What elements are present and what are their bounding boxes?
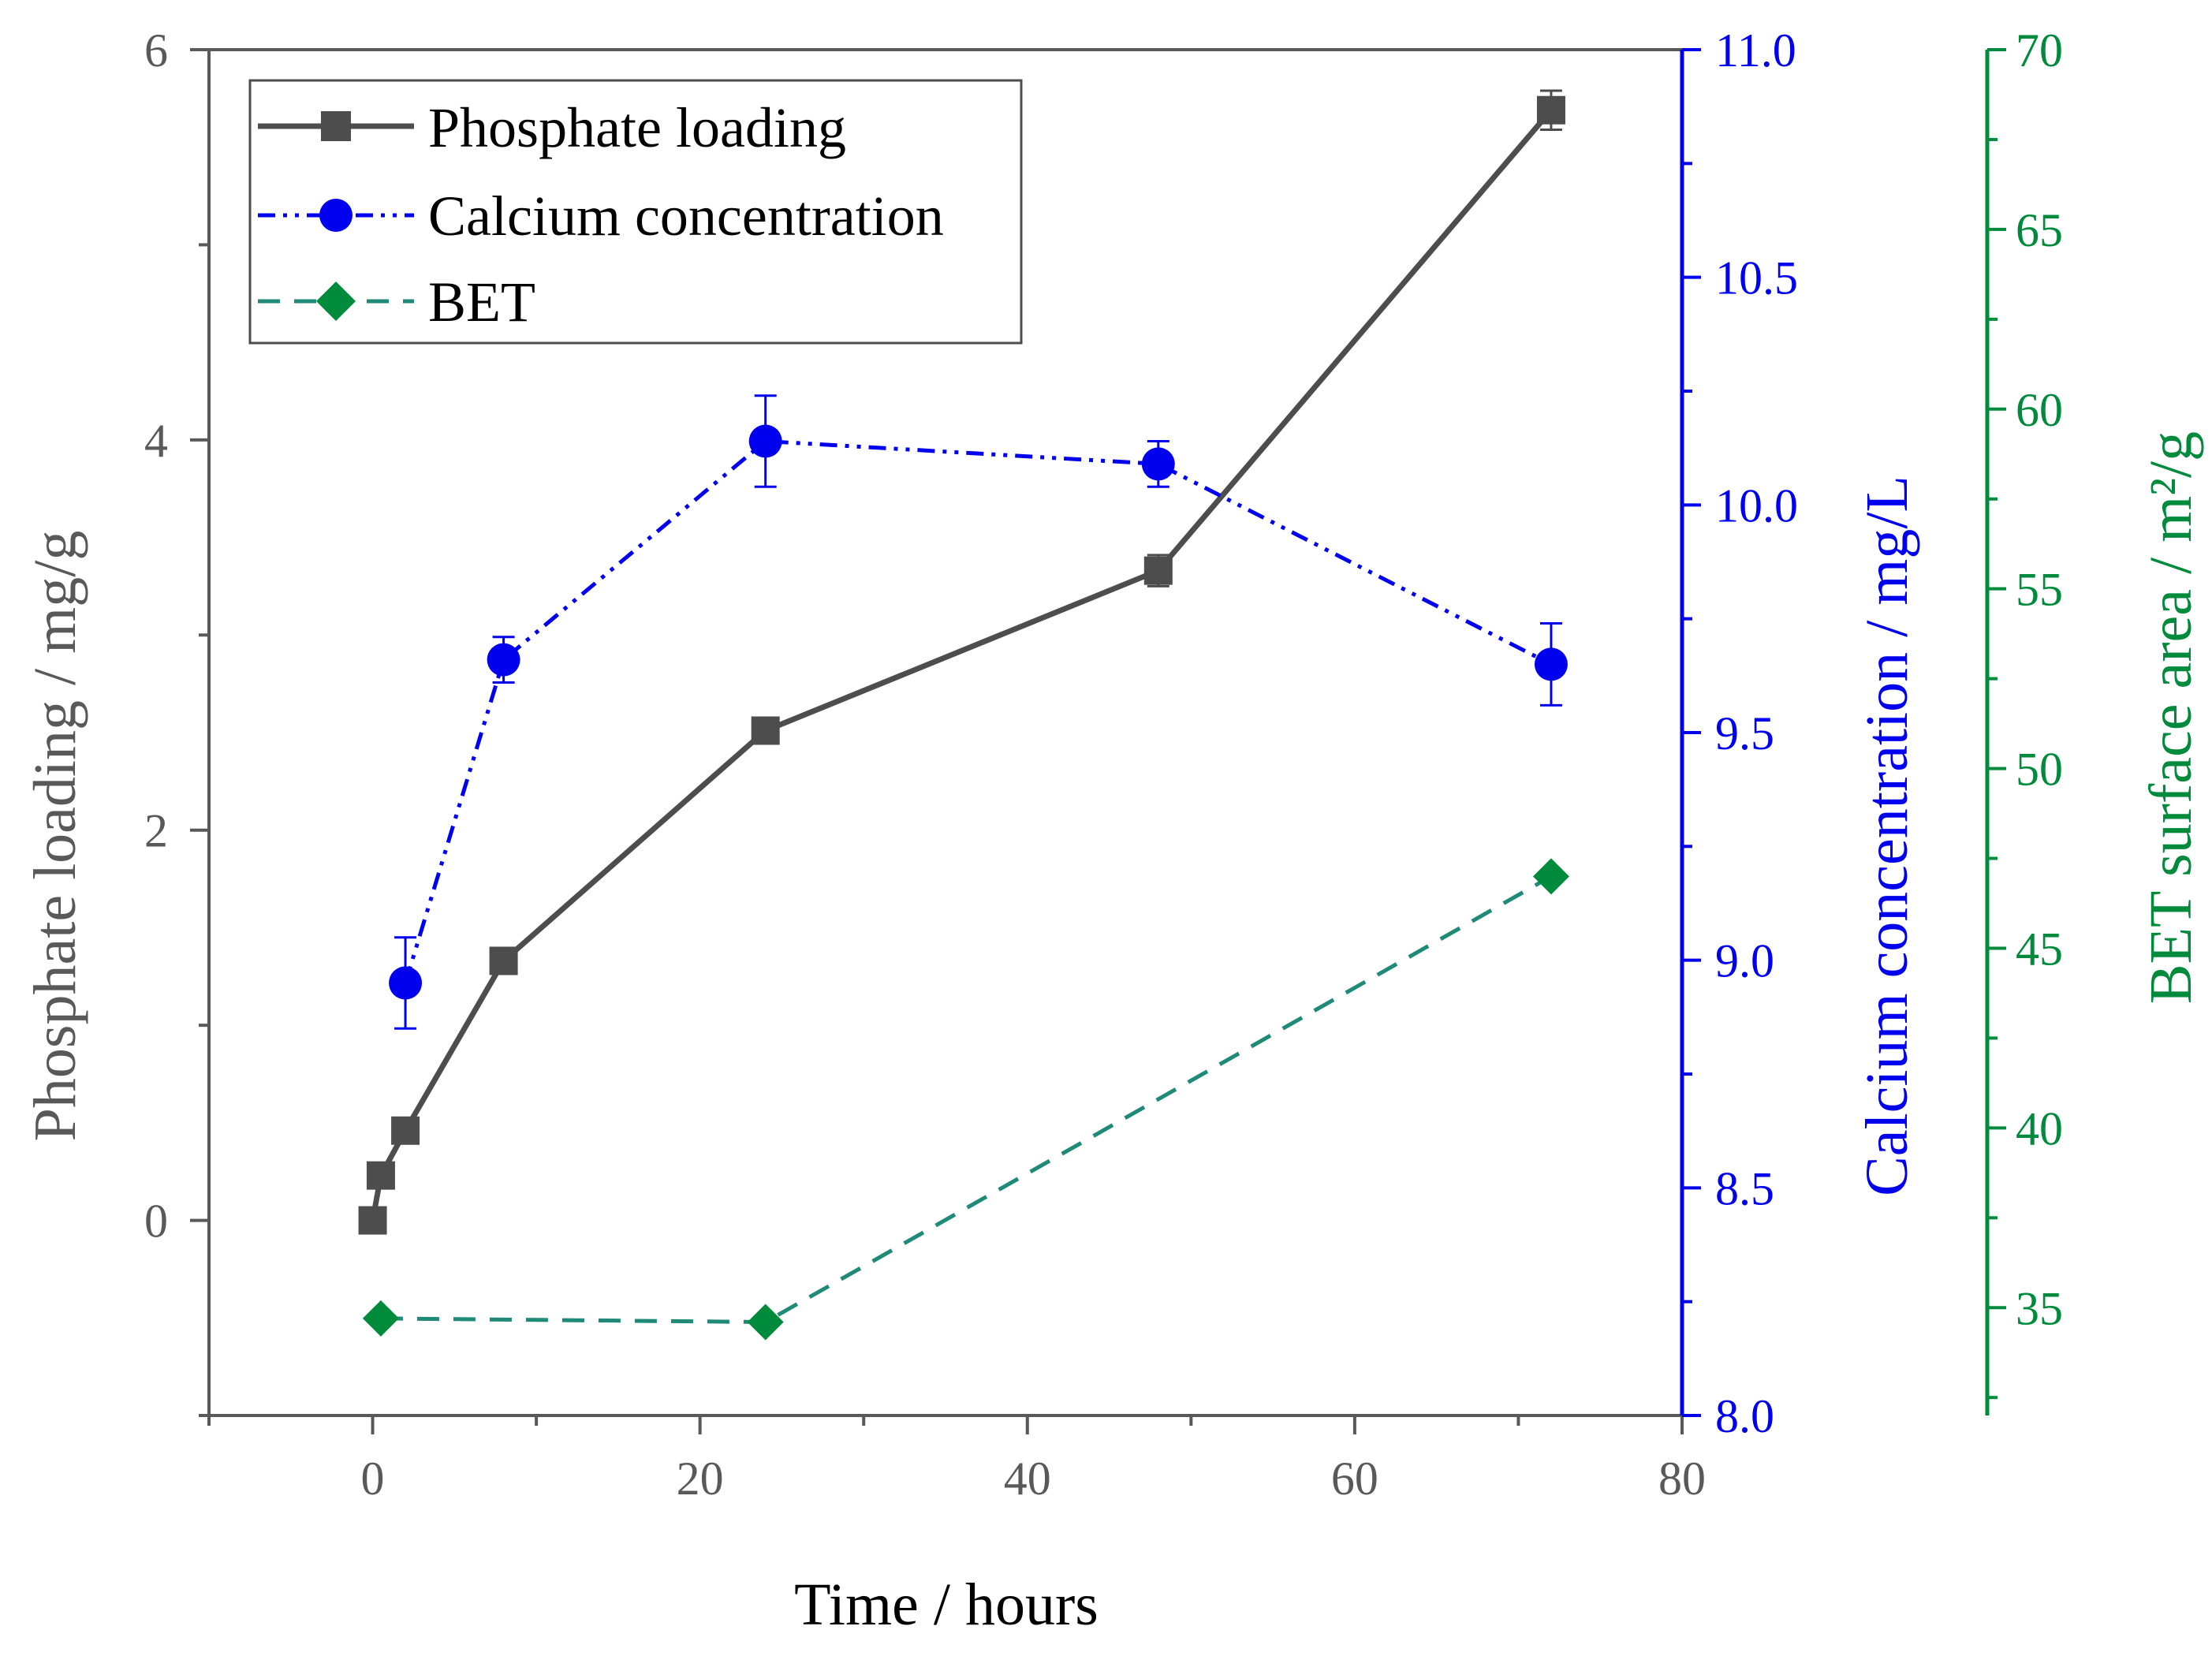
legend-label-phosphate: Phosphate loading bbox=[428, 96, 846, 159]
series-layer bbox=[358, 89, 1569, 1341]
legend-marker-bet bbox=[316, 282, 356, 321]
data-point-phosphate bbox=[1536, 95, 1565, 125]
data-point-calcium bbox=[1534, 647, 1568, 681]
bet-tick-label: 35 bbox=[2016, 1282, 2063, 1334]
calcium-tick-label: 8.0 bbox=[1715, 1390, 1774, 1442]
calcium-axis-title: Calcium concentration / mg/L bbox=[1854, 476, 1920, 1196]
data-point-calcium bbox=[1141, 447, 1175, 481]
calcium-tick-label: 9.0 bbox=[1715, 935, 1774, 987]
calcium-tick-label: 10.5 bbox=[1715, 252, 1798, 304]
data-point-phosphate bbox=[751, 716, 780, 745]
calcium-tick-label: 10.0 bbox=[1715, 479, 1798, 531]
data-point-bet bbox=[1532, 858, 1569, 895]
data-point-bet bbox=[362, 1300, 399, 1337]
data-point-calcium bbox=[487, 643, 520, 677]
calcium-axis: 8.0 8.5 9.0 9.5 10.0 10.5 11.0 bbox=[1680, 24, 1798, 1442]
x-tick-label: 80 bbox=[1658, 1453, 1706, 1505]
bet-tick-label: 45 bbox=[2016, 923, 2063, 975]
bet-tick-label: 40 bbox=[2016, 1102, 2063, 1154]
data-point-bet bbox=[747, 1304, 784, 1341]
calcium-tick-label: 8.5 bbox=[1715, 1162, 1774, 1214]
legend-marker-calcium bbox=[319, 199, 353, 232]
bet-axis-title: BET surface area / m²/g bbox=[2138, 431, 2204, 1004]
legend: Phosphate loading Calcium concentration … bbox=[248, 79, 1023, 345]
phosphate-tick-label: 0 bbox=[144, 1195, 168, 1248]
x-tick-label: 0 bbox=[361, 1453, 385, 1505]
legend-marker-phosphate bbox=[321, 111, 351, 141]
data-point-phosphate bbox=[489, 946, 518, 975]
bet-tick-label: 60 bbox=[2016, 384, 2063, 436]
bet-tick-label: 70 bbox=[2016, 24, 2063, 76]
x-tick-label: 20 bbox=[677, 1453, 724, 1505]
data-point-calcium bbox=[389, 966, 423, 1000]
bet-tick-label: 65 bbox=[2016, 204, 2063, 256]
phosphate-axis: 0 2 4 6 bbox=[144, 24, 209, 1417]
data-point-phosphate bbox=[358, 1206, 387, 1235]
phosphate-axis-title: Phosphate loading / mg/g bbox=[22, 531, 88, 1142]
x-tick-label: 40 bbox=[1004, 1453, 1051, 1505]
x-axis-title: Time / hours bbox=[794, 1572, 1099, 1638]
x-tick-label: 60 bbox=[1331, 1453, 1378, 1505]
data-point-phosphate bbox=[1143, 556, 1173, 585]
data-point-phosphate bbox=[366, 1161, 395, 1190]
bet-tick-label: 55 bbox=[2016, 564, 2063, 616]
x-axis: 0 20 40 60 80 bbox=[207, 1415, 1706, 1505]
data-point-calcium bbox=[748, 424, 782, 458]
bet-axis: 35 40 45 50 55 60 65 70 bbox=[1985, 24, 2063, 1415]
calcium-tick-label: 11.0 bbox=[1715, 24, 1796, 76]
data-point-phosphate bbox=[391, 1116, 420, 1145]
legend-label-bet: BET bbox=[428, 270, 535, 334]
phosphate-tick-label: 2 bbox=[144, 805, 168, 857]
phosphate-tick-label: 4 bbox=[144, 415, 168, 467]
legend-label-calcium: Calcium concentration bbox=[428, 185, 944, 248]
calcium-tick-label: 9.5 bbox=[1715, 707, 1774, 759]
bet-tick-label: 50 bbox=[2016, 744, 2063, 796]
phosphate-tick-label: 6 bbox=[144, 24, 168, 76]
